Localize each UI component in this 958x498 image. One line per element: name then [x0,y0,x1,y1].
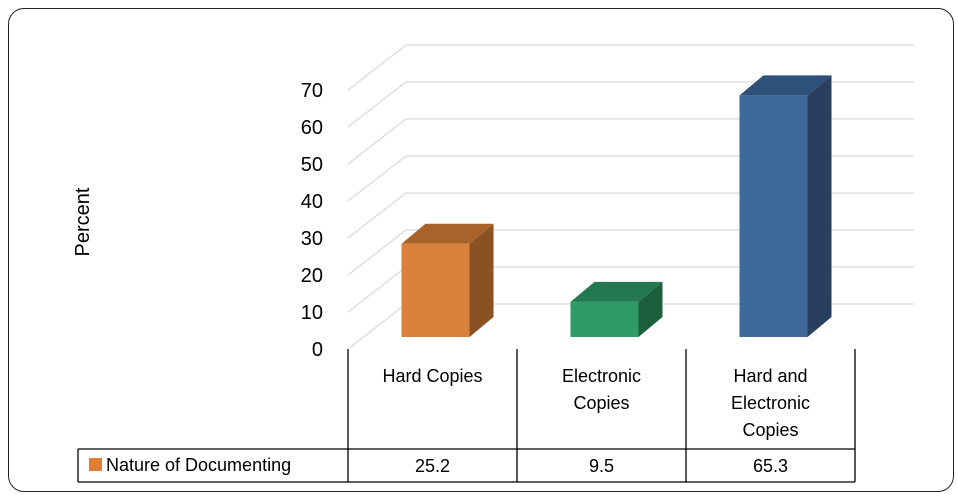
x-tick-label: Hard and [733,366,807,386]
x-tick-label: Electronic [731,393,810,413]
bar-top [739,75,832,96]
y-tick-label: 40 [301,191,323,213]
bar [570,301,639,337]
gridline-depth [347,155,407,202]
y-tick-label: 20 [301,265,323,287]
data-table-value: 25.2 [415,456,450,476]
gridline-depth [347,229,407,276]
bar-side [807,75,832,337]
data-table-value: 9.5 [589,456,614,476]
bar-side [469,223,494,337]
x-tick-label: Hard Copies [382,366,482,386]
bar [739,95,808,337]
y-tick-label: 50 [301,154,323,176]
x-tick-label: Copies [573,393,629,413]
y-tick-label: 10 [301,302,323,324]
x-tick-label: Electronic [562,366,641,386]
bar-top [401,223,494,244]
y-axis-label: Percent [72,187,94,256]
gridline-depth [347,303,407,350]
x-tick-label: Copies [742,420,798,440]
y-tick-label: 0 [312,339,323,361]
gridline-depth [347,44,407,91]
bar [401,243,470,337]
bar-top [570,281,663,302]
y-tick-label: 60 [301,117,323,139]
gridline-depth [347,81,407,128]
legend-label: Nature of Documenting [106,455,291,475]
y-tick-label: 30 [301,228,323,250]
gridline-depth [347,118,407,165]
gridline-depth [347,192,407,239]
gridline-depth [347,266,407,313]
legend-swatch [89,458,102,471]
bar-side [638,281,663,337]
data-table-value: 65.3 [753,456,788,476]
y-tick-label: 70 [301,80,323,102]
